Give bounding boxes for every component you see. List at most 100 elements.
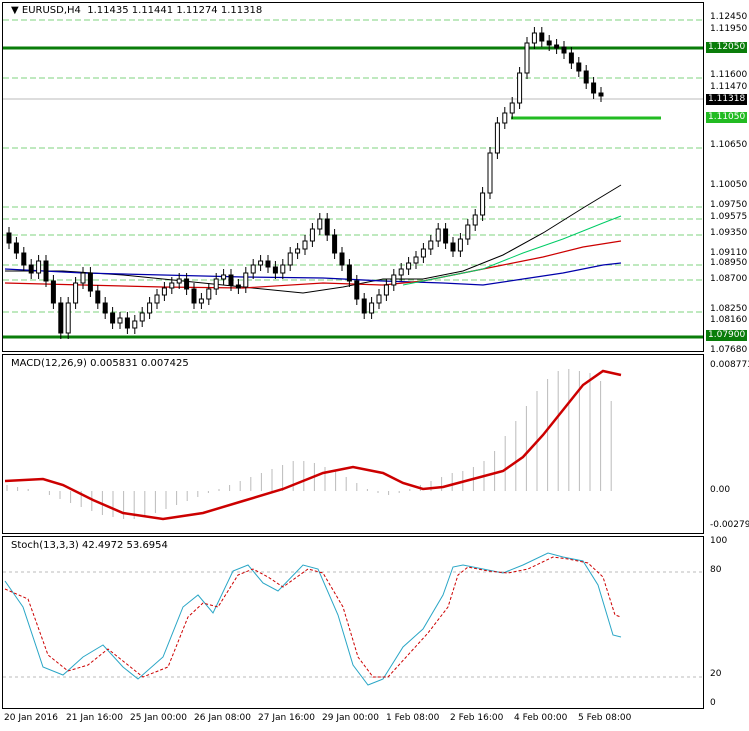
ma-blue-line	[4, 262, 622, 286]
price-tick: 1.08250	[710, 304, 748, 314]
support-level-label: 1.07900	[706, 330, 748, 341]
candle-body	[339, 252, 345, 266]
candle-body	[583, 70, 589, 84]
macd-tick: 0.008773	[710, 360, 749, 370]
candle-body	[317, 218, 323, 230]
candle-body	[576, 62, 582, 72]
candle-body	[502, 112, 508, 124]
stoch-signal-line	[4, 556, 622, 678]
stoch-axis: 100 80 20 0	[704, 536, 749, 709]
candle-body	[435, 228, 441, 242]
candle-body	[265, 260, 271, 268]
time-tick: 27 Jan 16:00	[258, 713, 315, 723]
level-label: 1.11050	[706, 112, 748, 123]
candle-body	[272, 266, 278, 274]
candle-body	[184, 278, 190, 290]
price-tick: 1.08700	[710, 274, 748, 284]
macd-label: MACD(12,26,9) 0.005831 0.007425	[11, 358, 189, 369]
candle-body	[398, 268, 404, 276]
price-tick: 1.09350	[710, 228, 748, 238]
candle-body	[221, 274, 227, 280]
macd-plot	[4, 369, 622, 521]
candle-body	[117, 317, 123, 324]
candle-body	[302, 240, 308, 250]
candle-body	[568, 52, 574, 64]
candle-body	[450, 242, 456, 252]
current-price-label: 1.11318	[706, 94, 748, 105]
price-tick: 1.10650	[710, 140, 748, 150]
stoch-label: Stoch(13,3,3) 42.4972 53.6954	[11, 540, 168, 551]
dropdown-triangle-icon[interactable]: ▼	[11, 5, 22, 16]
candle-body	[517, 72, 523, 104]
candle-body	[228, 274, 234, 286]
time-tick: 29 Jan 00:00	[322, 713, 379, 723]
candle-body	[95, 290, 101, 304]
symbol-name: EURUSD,H4	[21, 5, 81, 16]
candle-body	[250, 264, 256, 274]
candle-body	[554, 44, 560, 49]
candle-body	[428, 240, 434, 250]
candle-body	[591, 82, 597, 94]
candle-body	[132, 320, 138, 329]
candle-body	[524, 42, 530, 74]
candle-body	[191, 288, 197, 304]
candle-body	[50, 280, 56, 304]
candlesticks	[6, 27, 604, 339]
stoch-plot	[3, 552, 703, 686]
candle-body	[443, 228, 449, 244]
macd-signal-line	[4, 369, 622, 521]
candle-body	[13, 242, 19, 254]
candle-body	[258, 260, 264, 266]
candle-body	[6, 232, 12, 244]
candle-body	[309, 228, 315, 242]
price-chart-pane[interactable]: ▼ EURUSD,H4 1.11435 1.11441 1.11274 1.11…	[2, 2, 704, 352]
stoch-tick: 100	[710, 536, 728, 546]
candle-body	[420, 248, 426, 258]
candle-body	[161, 287, 167, 296]
candle-body	[406, 262, 412, 270]
time-tick: 25 Jan 00:00	[130, 713, 187, 723]
candle-body	[598, 92, 604, 97]
candle-body	[480, 192, 486, 216]
candle-body	[346, 264, 352, 282]
candle-body	[198, 298, 204, 304]
candle-body	[457, 238, 463, 252]
time-tick: 4 Feb 00:00	[514, 713, 568, 723]
candle-body	[531, 32, 537, 44]
candle-body	[546, 40, 552, 46]
candle-body	[21, 252, 27, 266]
candle-body	[487, 152, 493, 194]
time-tick: 1 Feb 08:00	[386, 713, 440, 723]
price-plot	[3, 19, 703, 339]
candle-body	[73, 282, 79, 304]
candle-body	[383, 284, 389, 296]
candle-body	[465, 224, 471, 240]
price-tick: 1.11470	[710, 82, 748, 92]
time-tick: 5 Feb 08:00	[578, 713, 632, 723]
price-axis: 1.12450 1.11950 1.12050 1.11600 1.11470 …	[704, 2, 749, 355]
candle-body	[494, 122, 500, 154]
candle-body	[472, 214, 478, 226]
candle-body	[169, 282, 175, 289]
stochastic-pane[interactable]: Stoch(13,3,3) 42.4972 53.6954	[2, 536, 704, 709]
candle-body	[561, 46, 567, 54]
price-tick: 1.09750	[710, 200, 748, 210]
time-tick: 26 Jan 08:00	[194, 713, 251, 723]
candle-body	[539, 32, 545, 42]
candle-body	[361, 298, 367, 314]
ma-red-line	[4, 240, 622, 289]
macd-histogram	[6, 369, 612, 519]
candle-body	[287, 252, 293, 266]
stoch-main-line	[4, 552, 622, 686]
candle-body	[110, 312, 116, 324]
candle-body	[295, 248, 301, 254]
macd-pane[interactable]: MACD(12,26,9) 0.005831 0.007425	[2, 354, 704, 534]
ohlc-values: 1.11435 1.11441 1.11274 1.11318	[87, 5, 263, 16]
ma-slow-line	[5, 184, 622, 294]
candle-body	[243, 272, 249, 288]
price-tick: 1.11950	[710, 24, 748, 34]
candle-body	[28, 264, 34, 274]
candle-body	[80, 272, 86, 284]
candle-body	[176, 278, 182, 284]
price-tick: 1.11600	[710, 70, 748, 80]
